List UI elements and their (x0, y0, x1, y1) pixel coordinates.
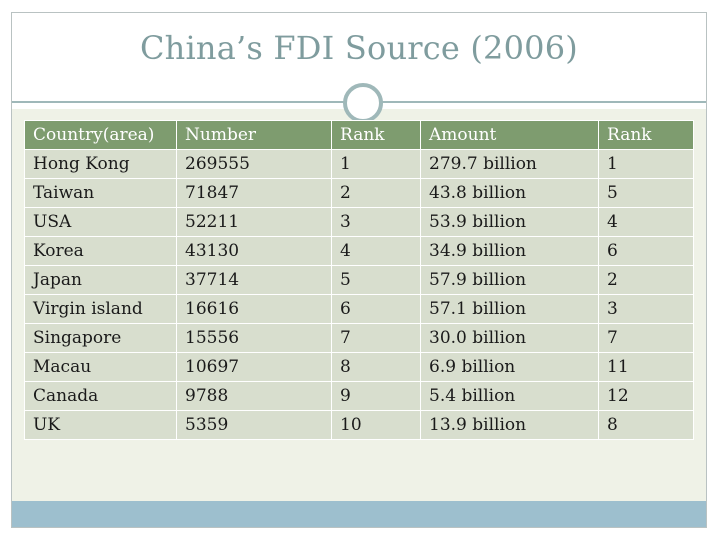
header-rank-amount: Rank (598, 120, 694, 150)
cell-rank-amount: 6 (598, 236, 694, 266)
cell-country: Hong Kong (24, 149, 177, 179)
table-header: Country(area) Number Rank Amount Rank (24, 120, 694, 150)
cell-amount: 57.1 billion (420, 294, 599, 324)
cell-rank-amount: 5 (598, 178, 694, 208)
cell-number: 10697 (176, 352, 332, 382)
cell-number: 16616 (176, 294, 332, 324)
table-row: USA 52211 3 53.9 billion 4 (24, 207, 694, 237)
cell-number: 15556 (176, 323, 332, 353)
header-amount: Amount (420, 120, 599, 150)
cell-amount: 5.4 billion (420, 381, 599, 411)
cell-rank-amount: 2 (598, 265, 694, 295)
cell-country: Japan (24, 265, 177, 295)
cell-rank-amount: 3 (598, 294, 694, 324)
cell-rank-number: 8 (331, 352, 421, 382)
cell-rank-number: 10 (331, 410, 421, 440)
table-row: Macau 10697 8 6.9 billion 11 (24, 352, 694, 382)
cell-rank-number: 5 (331, 265, 421, 295)
cell-amount: 43.8 billion (420, 178, 599, 208)
cell-number: 269555 (176, 149, 332, 179)
slide-frame: China’s FDI Source (2006) Country(area) … (11, 12, 707, 528)
cell-amount: 279.7 billion (420, 149, 599, 179)
slide-title: China’s FDI Source (2006) (140, 29, 578, 68)
cell-rank-number: 3 (331, 207, 421, 237)
cell-rank-number: 7 (331, 323, 421, 353)
table-row: Taiwan 71847 2 43.8 billion 5 (24, 178, 694, 208)
cell-number: 71847 (176, 178, 332, 208)
cell-country: Singapore (24, 323, 177, 353)
cell-number: 52211 (176, 207, 332, 237)
cell-rank-amount: 1 (598, 149, 694, 179)
cell-rank-number: 2 (331, 178, 421, 208)
table-row: Korea 43130 4 34.9 billion 6 (24, 236, 694, 266)
header-row: Country(area) Number Rank Amount Rank (24, 120, 694, 150)
footer-bar (12, 501, 706, 527)
cell-amount: 53.9 billion (420, 207, 599, 237)
cell-country: USA (24, 207, 177, 237)
fdi-source-table: Country(area) Number Rank Amount Rank Ho… (24, 120, 694, 440)
cell-amount: 6.9 billion (420, 352, 599, 382)
cell-rank-amount: 8 (598, 410, 694, 440)
table-row: Virgin island 16616 6 57.1 billion 3 (24, 294, 694, 324)
cell-rank-number: 4 (331, 236, 421, 266)
cell-number: 43130 (176, 236, 332, 266)
cell-rank-amount: 12 (598, 381, 694, 411)
cell-rank-amount: 11 (598, 352, 694, 382)
table-row: Singapore 15556 7 30.0 billion 7 (24, 323, 694, 353)
header-rank-number: Rank (331, 120, 421, 150)
cell-rank-number: 1 (331, 149, 421, 179)
cell-amount: 34.9 billion (420, 236, 599, 266)
cell-country: Taiwan (24, 178, 177, 208)
cell-country: UK (24, 410, 177, 440)
cell-rank-amount: 4 (598, 207, 694, 237)
cell-number: 5359 (176, 410, 332, 440)
header-number: Number (176, 120, 332, 150)
divider-circle-ornament (343, 83, 383, 123)
cell-amount: 13.9 billion (420, 410, 599, 440)
cell-rank-number: 9 (331, 381, 421, 411)
cell-number: 37714 (176, 265, 332, 295)
table-body: Hong Kong 269555 1 279.7 billion 1 Taiwa… (24, 149, 694, 440)
cell-rank-number: 6 (331, 294, 421, 324)
header-country: Country(area) (24, 120, 177, 150)
cell-country: Canada (24, 381, 177, 411)
cell-number: 9788 (176, 381, 332, 411)
cell-amount: 57.9 billion (420, 265, 599, 295)
cell-country: Macau (24, 352, 177, 382)
cell-rank-amount: 7 (598, 323, 694, 353)
table-row: UK 5359 10 13.9 billion 8 (24, 410, 694, 440)
cell-amount: 30.0 billion (420, 323, 599, 353)
title-area: China’s FDI Source (2006) (12, 13, 706, 101)
cell-country: Virgin island (24, 294, 177, 324)
table-row: Hong Kong 269555 1 279.7 billion 1 (24, 149, 694, 179)
cell-country: Korea (24, 236, 177, 266)
table-row: Canada 9788 9 5.4 billion 12 (24, 381, 694, 411)
table-row: Japan 37714 5 57.9 billion 2 (24, 265, 694, 295)
